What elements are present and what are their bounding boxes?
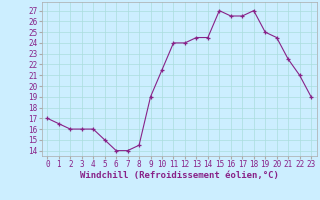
X-axis label: Windchill (Refroidissement éolien,°C): Windchill (Refroidissement éolien,°C)	[80, 171, 279, 180]
